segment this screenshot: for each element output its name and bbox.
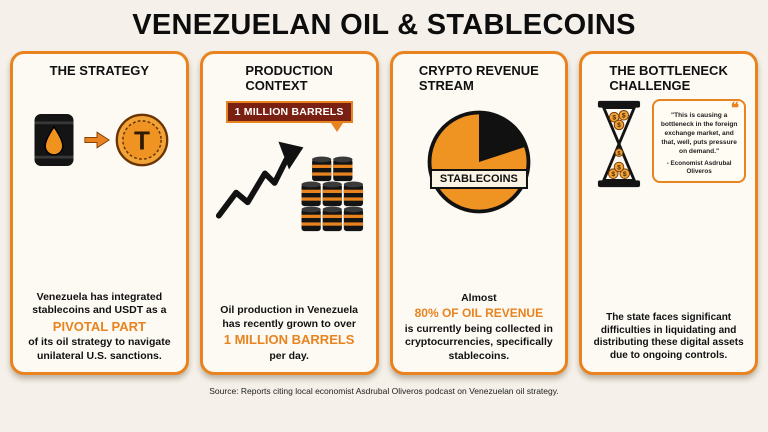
card-crypto-title-line1: CRYPTO REVENUE xyxy=(418,63,539,78)
revenue-pie-chart xyxy=(427,110,531,214)
strategy-text-pre: Venezuela has integrated stablecoins and… xyxy=(32,290,167,317)
svg-text:$: $ xyxy=(612,171,616,178)
crypto-text-pre: Almost xyxy=(461,291,497,304)
growth-arrowhead-icon xyxy=(278,141,304,170)
source-note: Source: Reports citing local economist A… xyxy=(209,386,559,396)
pie-label: STABLECOINS xyxy=(429,169,528,190)
bottleneck-illustration: $ $ $ $ $ $ $ ❝ "This is causing a bottl… xyxy=(591,99,746,189)
production-growth-chart xyxy=(216,141,364,232)
card-bottleneck-title-line2: CHALLENGE xyxy=(609,77,691,93)
hourglass-coins-icon: $ $ $ $ $ $ $ xyxy=(598,101,641,188)
svg-text:T: T xyxy=(134,125,150,155)
card-bottleneck-text: The state faces significant difficulties… xyxy=(593,311,744,362)
growth-line xyxy=(216,157,290,219)
card-bottleneck-title-line1: THE BOTTLENECK xyxy=(609,63,728,78)
card-production-text: Oil production in Venezuela has recently… xyxy=(212,304,367,363)
card-bottleneck-header: THE BOTTLENECK CHALLENGE xyxy=(591,63,746,93)
strategy-text-post: of its oil strategy to navigate unilater… xyxy=(28,336,171,362)
barrels-banner: 1 MILLION BARRELS xyxy=(225,101,353,124)
tether-coin-icon: T xyxy=(116,113,169,166)
svg-text:$: $ xyxy=(617,122,621,129)
svg-text:$: $ xyxy=(623,171,627,178)
barrels-banner-wrap: 1 MILLION BARRELS xyxy=(212,101,367,133)
card-strategy-title: THE STRATEGY xyxy=(49,63,150,78)
production-text-highlight: 1 MILLION BARRELS xyxy=(223,331,355,347)
svg-text:$: $ xyxy=(618,151,622,157)
crypto-text-highlight: 80% OF OIL REVENUE xyxy=(414,306,544,321)
card-strategy-text: Venezuela has integrated stablecoins and… xyxy=(22,291,177,363)
quote-attribution: - Economist Asdrubal Oliveros xyxy=(666,159,732,176)
oil-drop-icon xyxy=(44,125,64,156)
card-production-header: PRODUCTION CONTEXT xyxy=(212,63,367,93)
card-production-title-line1: PRODUCTION xyxy=(245,63,333,78)
svg-text:$: $ xyxy=(613,115,617,122)
svg-text:$: $ xyxy=(622,113,626,120)
quote-icon: ❝ xyxy=(730,100,739,118)
banner-pointer-icon xyxy=(330,123,343,133)
card-crypto-header: CRYPTO REVENUE STREAM xyxy=(402,63,557,93)
barrel-stack xyxy=(301,156,364,232)
economist-quote-text: "This is causing a bottleneck in the for… xyxy=(660,112,738,155)
production-text-post: per day. xyxy=(269,349,309,362)
strategy-illustration: T xyxy=(22,109,177,171)
card-strategy-header: THE STRATEGY xyxy=(22,63,177,79)
card-production-title-line2: CONTEXT xyxy=(245,77,308,93)
arrow-right-icon xyxy=(84,130,111,149)
strategy-text-highlight: PIVOTAL PART xyxy=(52,318,146,334)
crypto-text-post: is currently being collected in cryptocu… xyxy=(404,322,553,362)
revenue-pie-wrap: STABLECOINS xyxy=(402,103,557,226)
production-text-pre: Oil production in Venezuela has recently… xyxy=(220,304,358,330)
card-production: PRODUCTION CONTEXT 1 MILLION BARRELS xyxy=(199,51,379,375)
card-crypto-title-line2: STREAM xyxy=(418,77,474,93)
card-strategy: THE STRATEGY T xyxy=(10,51,189,375)
page-title: VENEZUELAN OIL & STABLECOINS xyxy=(132,9,636,41)
oil-barrel-icon xyxy=(34,113,74,166)
dollar-coins: $ $ $ $ $ $ $ xyxy=(608,110,631,180)
economist-quote-box: ❝ "This is causing a bottleneck in the f… xyxy=(652,99,746,183)
card-crypto-text: Almost 80% OF OIL REVENUE is currently b… xyxy=(402,292,557,363)
svg-text:$: $ xyxy=(617,164,621,171)
cards-row: THE STRATEGY T xyxy=(0,51,768,375)
card-crypto-revenue: CRYPTO REVENUE STREAM STABLECOINS Almost… xyxy=(389,51,569,375)
card-bottleneck: THE BOTTLENECK CHALLENGE xyxy=(579,51,758,375)
pie-other-slice xyxy=(478,112,526,163)
